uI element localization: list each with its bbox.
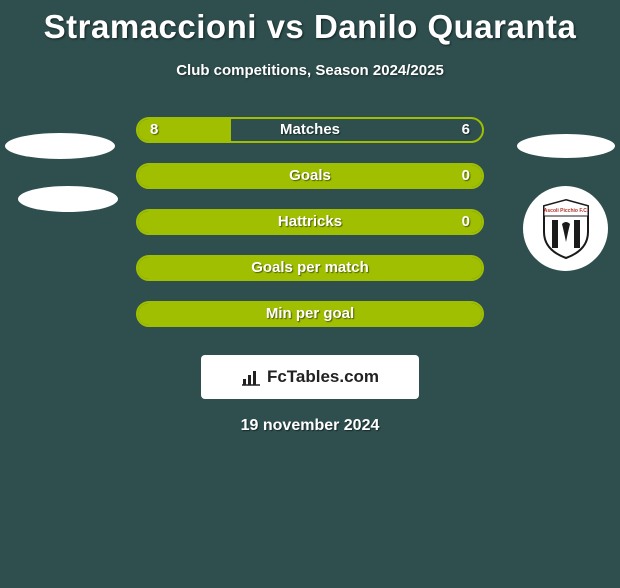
- stat-label: Hattricks: [0, 213, 620, 230]
- stat-row: Goals per match: [0, 245, 620, 291]
- footer-date: 19 november 2024: [0, 417, 620, 435]
- stats-comparison: 86Matches0Goals0Hattricks Goals per match…: [0, 107, 620, 337]
- stat-row: Min per goal: [0, 291, 620, 337]
- stat-row: 0Goals: [0, 153, 620, 199]
- stat-label: Goals per match: [0, 259, 620, 276]
- stat-label: Goals: [0, 167, 620, 184]
- bar-chart-icon: [241, 367, 261, 387]
- brand-box[interactable]: FcTables.com: [201, 355, 419, 399]
- page-title: Stramaccioni vs Danilo Quaranta: [0, 8, 620, 46]
- page-subtitle: Club competitions, Season 2024/2025: [0, 62, 620, 79]
- stat-row: 86Matches: [0, 107, 620, 153]
- stat-label: Matches: [0, 121, 620, 138]
- stat-row: 0Hattricks: [0, 199, 620, 245]
- brand-text: FcTables.com: [267, 367, 379, 387]
- stat-label: Min per goal: [0, 305, 620, 322]
